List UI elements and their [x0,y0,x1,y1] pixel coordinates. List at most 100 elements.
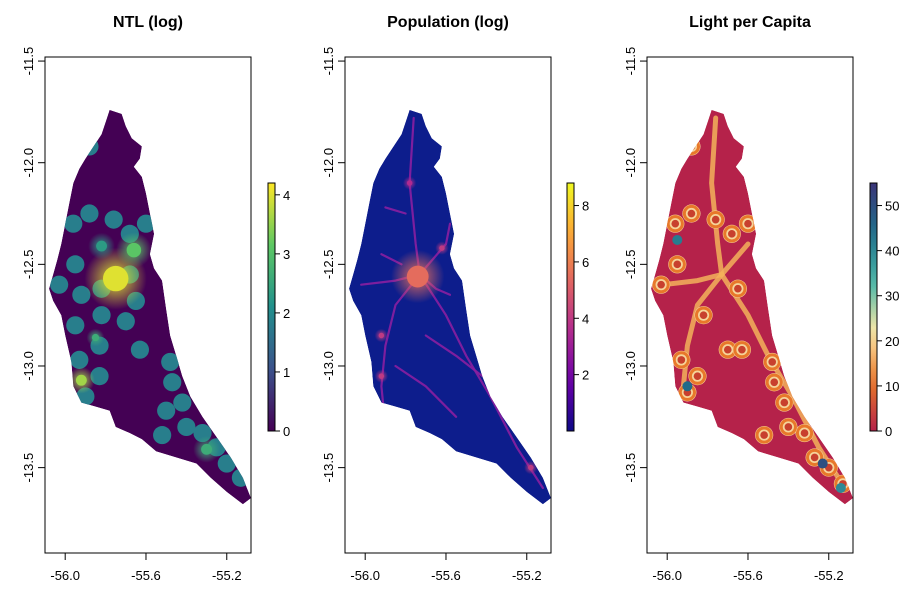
light-cluster [90,367,109,386]
y-tick-label: -13.0 [623,351,638,381]
light-cluster [104,210,123,229]
colorbar-tick-label: 3 [283,247,290,262]
panel-title: Population (log) [387,14,509,31]
plot-frame [344,56,552,554]
ring-core [810,453,819,462]
y-tick-label: -13.0 [321,351,336,381]
y-tick-label: -13.5 [623,453,638,483]
hotspot-core [406,265,429,288]
colorbar-tick-label: 2 [582,368,589,383]
ring-edge [668,255,686,273]
ring-edge [666,215,684,233]
ring-core [699,311,708,319]
hotspot-core [439,245,445,251]
ring-edge [779,418,797,436]
ring-core [657,280,665,289]
panel-title: NTL (log) [113,14,183,31]
light-cluster [231,468,250,487]
colorbar [267,182,276,432]
hotspot-core [201,443,213,455]
y-tick-label: -11.5 [623,47,638,76]
light-cluster [177,417,196,437]
light-cluster [130,340,150,359]
hotspot-core [75,374,87,386]
ring-core [723,345,732,354]
light-cluster [66,316,85,335]
ring-edge [694,306,713,324]
colorbar-tick-label: 0 [283,424,290,439]
light-cluster [163,373,182,392]
ring-core [673,260,682,269]
y-tick-label: -13.5 [321,453,336,483]
light-cluster [157,401,176,420]
ring-core [677,356,686,364]
ring-edge [707,211,725,229]
ring-core [784,423,793,431]
hotspot [489,389,504,404]
road-line [418,273,544,490]
ring-core [770,378,779,387]
hotspot-core [406,180,413,186]
road-line [719,241,751,277]
ring-edge [652,276,670,294]
x-tick-label: -56.0 [50,568,80,583]
x-tick-label: -55.6 [733,568,763,583]
map-panel-1: NTL (log) -56.0 -55.6 -55.2 -11.5 -12.0 -12.5 -… [21,14,290,583]
light-cluster [136,214,156,233]
ring-edge [672,351,690,369]
plot-frame [44,56,252,554]
x-tick-label: -55.2 [212,568,242,583]
region-fill [49,109,251,505]
ring-core [671,219,680,228]
ring-core [780,398,789,407]
panel-title: Light per Capita [689,14,811,31]
ring-core [693,372,702,380]
colorbar-tick-label: 10 [885,379,899,394]
y-tick-label: -13.5 [21,453,36,483]
light-cluster [70,350,89,369]
light-cluster [92,306,111,325]
colorbar-tick-label: 20 [885,334,899,349]
light-cluster [217,454,236,473]
hotspot-core [528,464,534,471]
colorbar-tick-label: 0 [885,424,892,439]
x-tick-label: -56.0 [652,568,682,583]
colorbar-tick-label: 50 [885,199,899,214]
map-panel-2: Population (log) -56.0 -55.6 -55.2 -11.5 -12.… [321,14,589,583]
colorbar-tick-label: 6 [582,255,589,270]
light-cluster [173,393,192,412]
ring-edge [682,204,701,223]
road-line [394,364,458,418]
road-line [424,334,484,378]
ring-core [687,142,696,151]
region-fill [349,109,551,505]
ring-core [728,230,736,238]
hotspot-core [126,242,142,258]
ring-core [734,284,742,293]
light-cluster [80,204,99,223]
road-line [660,272,725,288]
ring-edge [775,393,793,412]
y-tick-label: -12.5 [623,250,638,280]
ring-core [800,429,809,437]
hotspot-core [96,240,108,252]
light-cluster [116,312,135,331]
raster-layer [651,109,853,505]
light-cluster [153,426,172,445]
x-tick-label: -55.2 [814,568,844,583]
x-tick-label: -56.0 [350,568,380,583]
colorbar-tick-label: 4 [283,188,290,203]
region-fill [651,109,853,505]
map-panel-3: Light per Capita -56.0 -55.6 -55.2 -11.5 -12.… [623,14,899,583]
hotspot-core [378,373,385,379]
ring-edge [795,424,814,442]
raster-layer [349,109,551,505]
colorbar-tick-label: 40 [885,244,899,259]
hotspot-core [493,393,500,400]
colorbar [869,182,878,432]
colorbar-tick-label: 4 [582,311,589,326]
ring-edge [733,341,751,359]
plot-frame [646,56,854,554]
ring-edge [729,280,747,298]
